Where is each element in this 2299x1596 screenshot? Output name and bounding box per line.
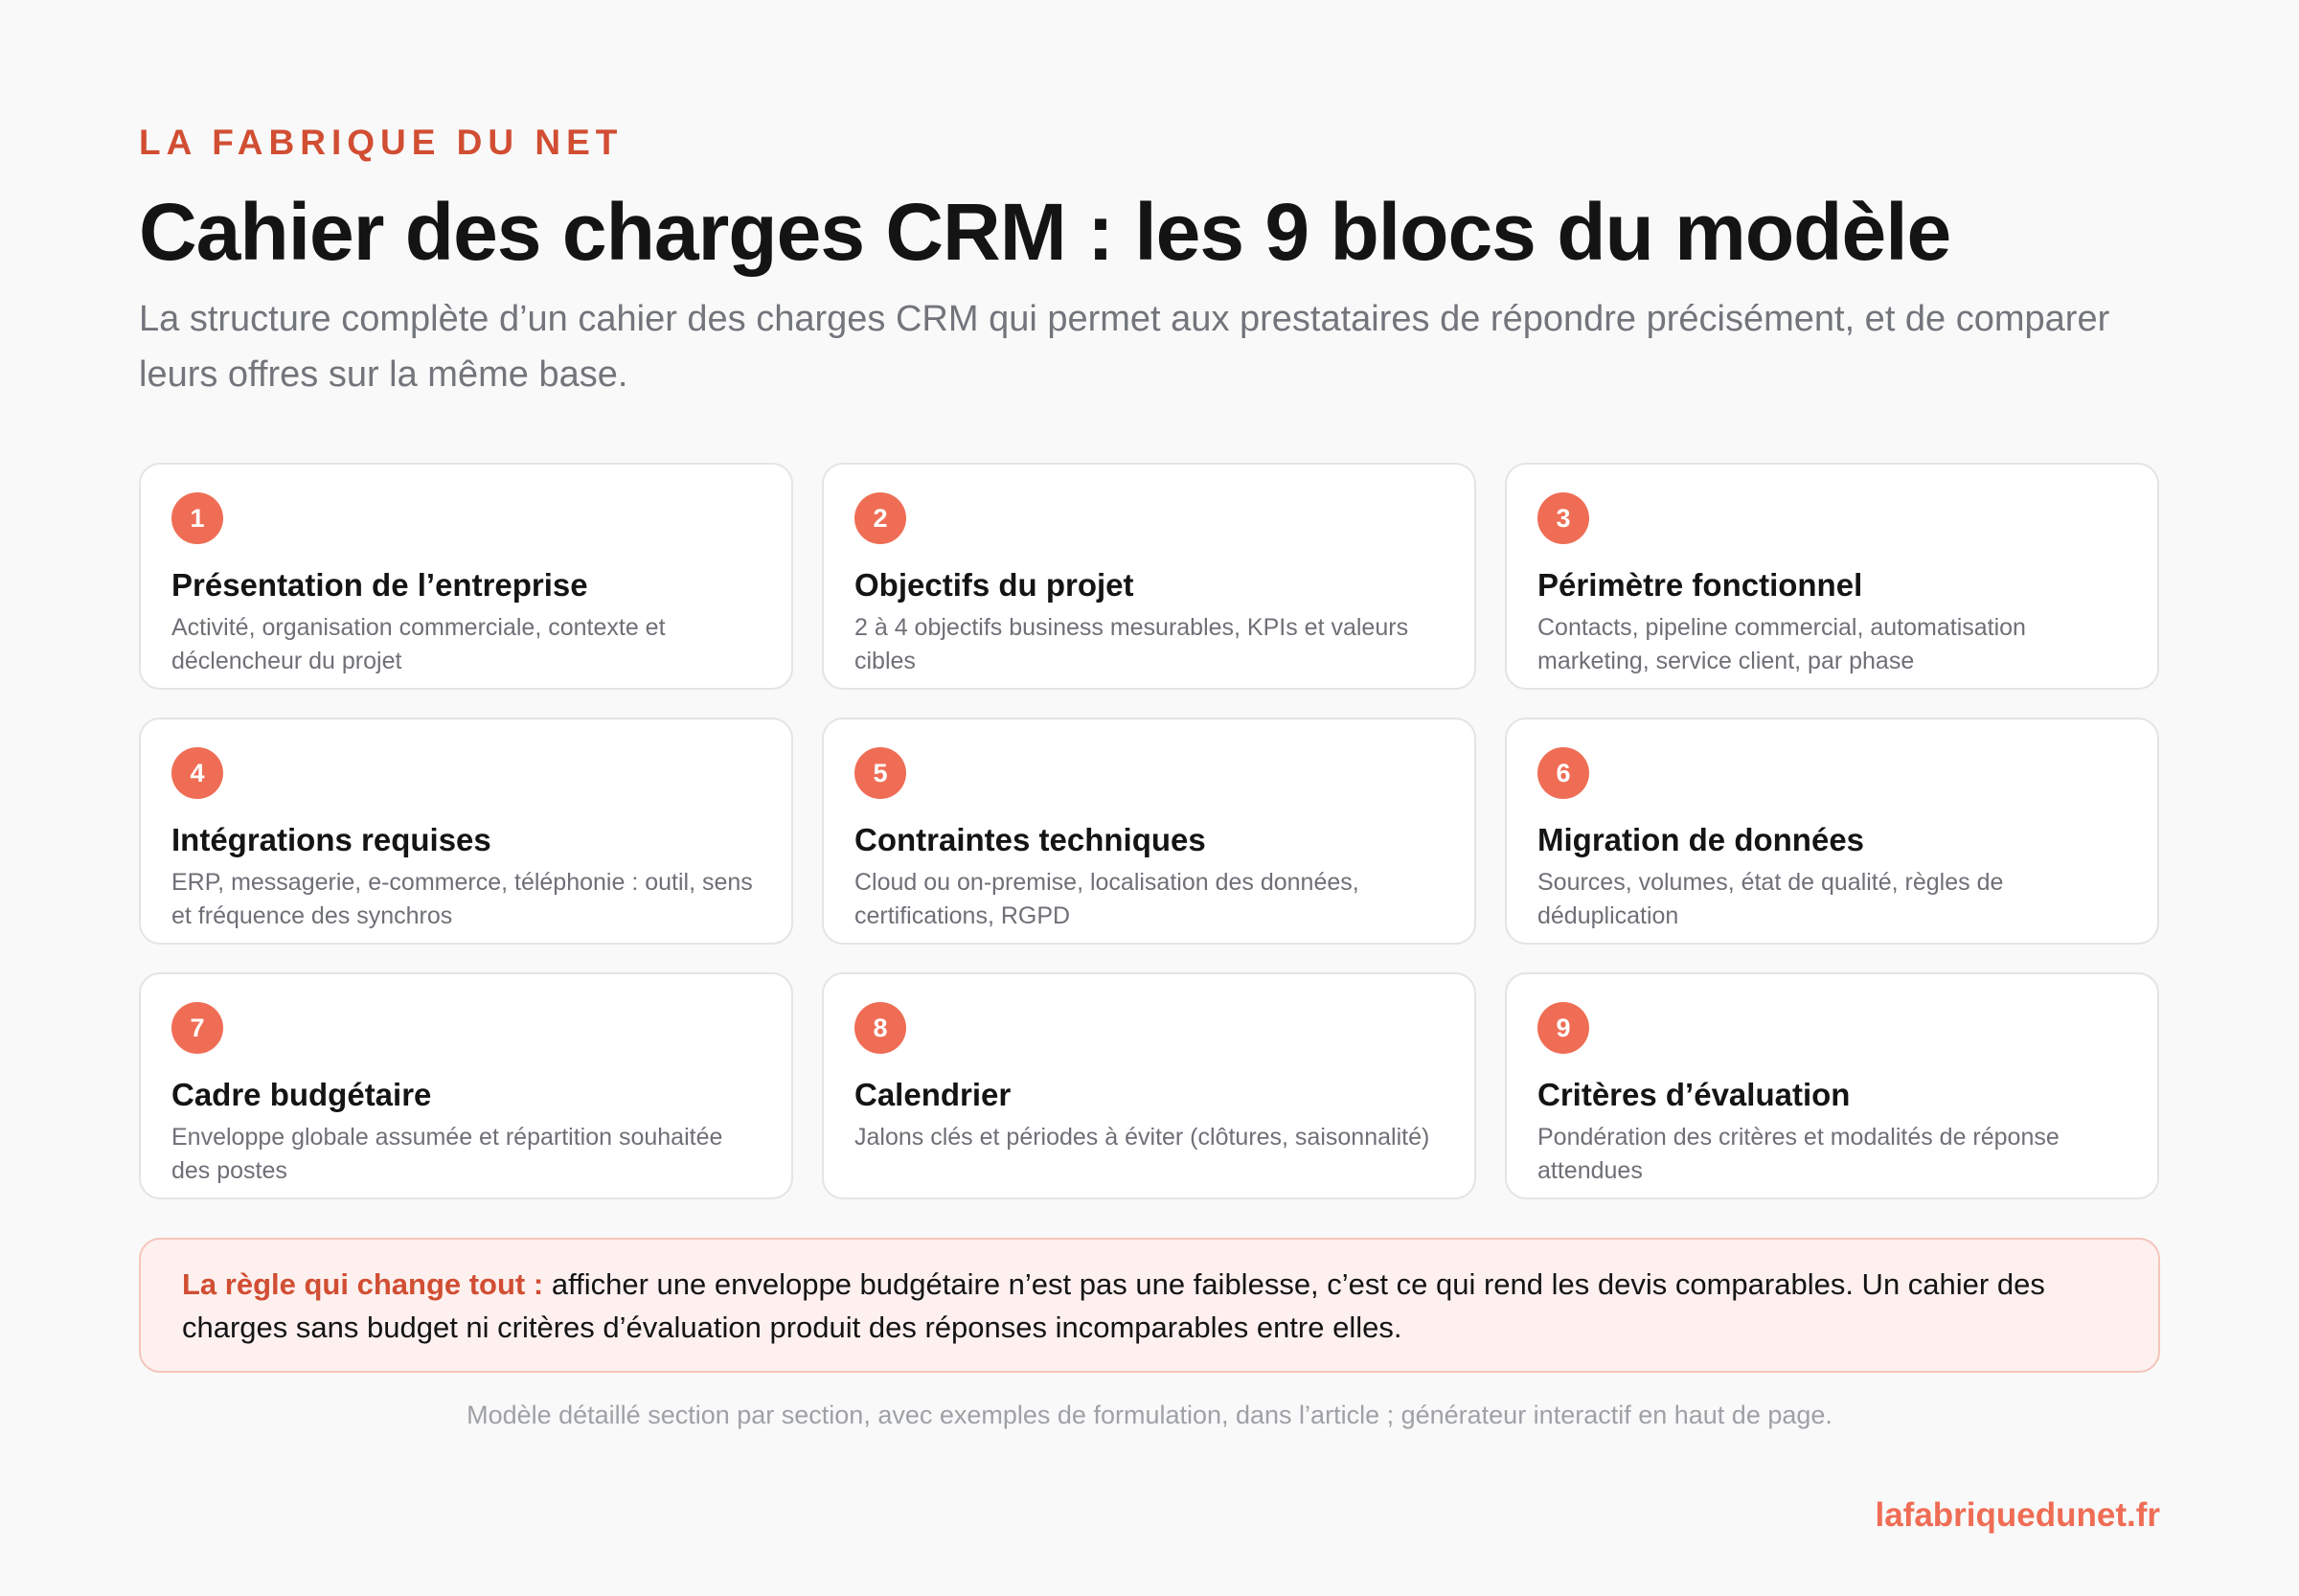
footnote: Modèle détaillé section par section, ave… [467,1401,1832,1429]
block-number-badge: 6 [1537,747,1589,799]
block-title: Objectifs du projet [854,567,1134,603]
block-description: Activité, organisation commerciale, cont… [171,613,666,674]
page-subtitle: La structure complète d’un cahier des ch… [139,299,2110,395]
block-card-7: 7 Cadre budgétaire Enveloppe globale ass… [139,972,793,1199]
block-number-badge: 8 [854,1002,906,1054]
block-number-badge: 9 [1537,1002,1589,1054]
block-description: 2 à 4 objectifs business mesurables, KPI… [854,613,1409,674]
key-rule-callout: La règle qui change tout : afficher une … [139,1238,2160,1373]
key-rule-lead: La règle qui change tout : [182,1267,544,1301]
block-title: Cadre budgétaire [171,1077,432,1112]
block-title: Migration de données [1537,822,1865,857]
block-card-2: 2 Objectifs du projet 2 à 4 objectifs bu… [822,463,1476,690]
block-card-9: 9 Critères d’évaluation Pondération des … [1505,972,2159,1199]
block-description: Enveloppe globale assumée et répartition… [171,1123,723,1184]
block-card-8: 8 Calendrier Jalons clés et périodes à é… [822,972,1476,1199]
site-url: lafabriquedunet.fr [1875,1496,2160,1534]
block-description: Pondération des critères et modalités de… [1537,1123,2060,1184]
block-card-5: 5 Contraintes techniques Cloud ou on-pre… [822,718,1476,945]
block-number-badge: 3 [1537,492,1589,544]
block-title: Critères d’évaluation [1537,1077,1851,1112]
block-card-1: 1 Présentation de l’entreprise Activité,… [139,463,793,690]
blocks-grid: 1 Présentation de l’entreprise Activité,… [139,463,2160,1199]
block-card-3: 3 Périmètre fonctionnel Contacts, pipeli… [1505,463,2159,690]
block-number-badge: 7 [171,1002,223,1054]
block-title: Calendrier [854,1077,1012,1112]
block-card-4: 4 Intégrations requises ERP, messagerie,… [139,718,793,945]
block-title: Périmètre fonctionnel [1537,567,1863,603]
block-description: Contacts, pipeline commercial, automatis… [1537,613,2026,674]
block-number-badge: 1 [171,492,223,544]
block-title: Présentation de l’entreprise [171,567,588,603]
block-number-badge: 2 [854,492,906,544]
key-rule-text: afficher une enveloppe budgétaire n’est … [182,1267,2045,1344]
block-title: Contraintes techniques [854,822,1206,857]
page-title: Cahier des charges CRM : les 9 blocs du … [139,187,1951,277]
block-card-6: 6 Migration de données Sources, volumes,… [1505,718,2159,945]
brand-label: LA FABRIQUE DU NET [139,123,624,162]
block-title: Intégrations requises [171,822,491,857]
block-number-badge: 4 [171,747,223,799]
block-number-badge: 5 [854,747,906,799]
block-description: Jalons clés et périodes à éviter (clôtur… [854,1123,1430,1151]
block-description: Cloud ou on-premise, localisation des do… [854,868,1359,929]
block-description: Sources, volumes, état de qualité, règle… [1537,868,2004,929]
block-description: ERP, messagerie, e-commerce, téléphonie … [171,868,753,929]
